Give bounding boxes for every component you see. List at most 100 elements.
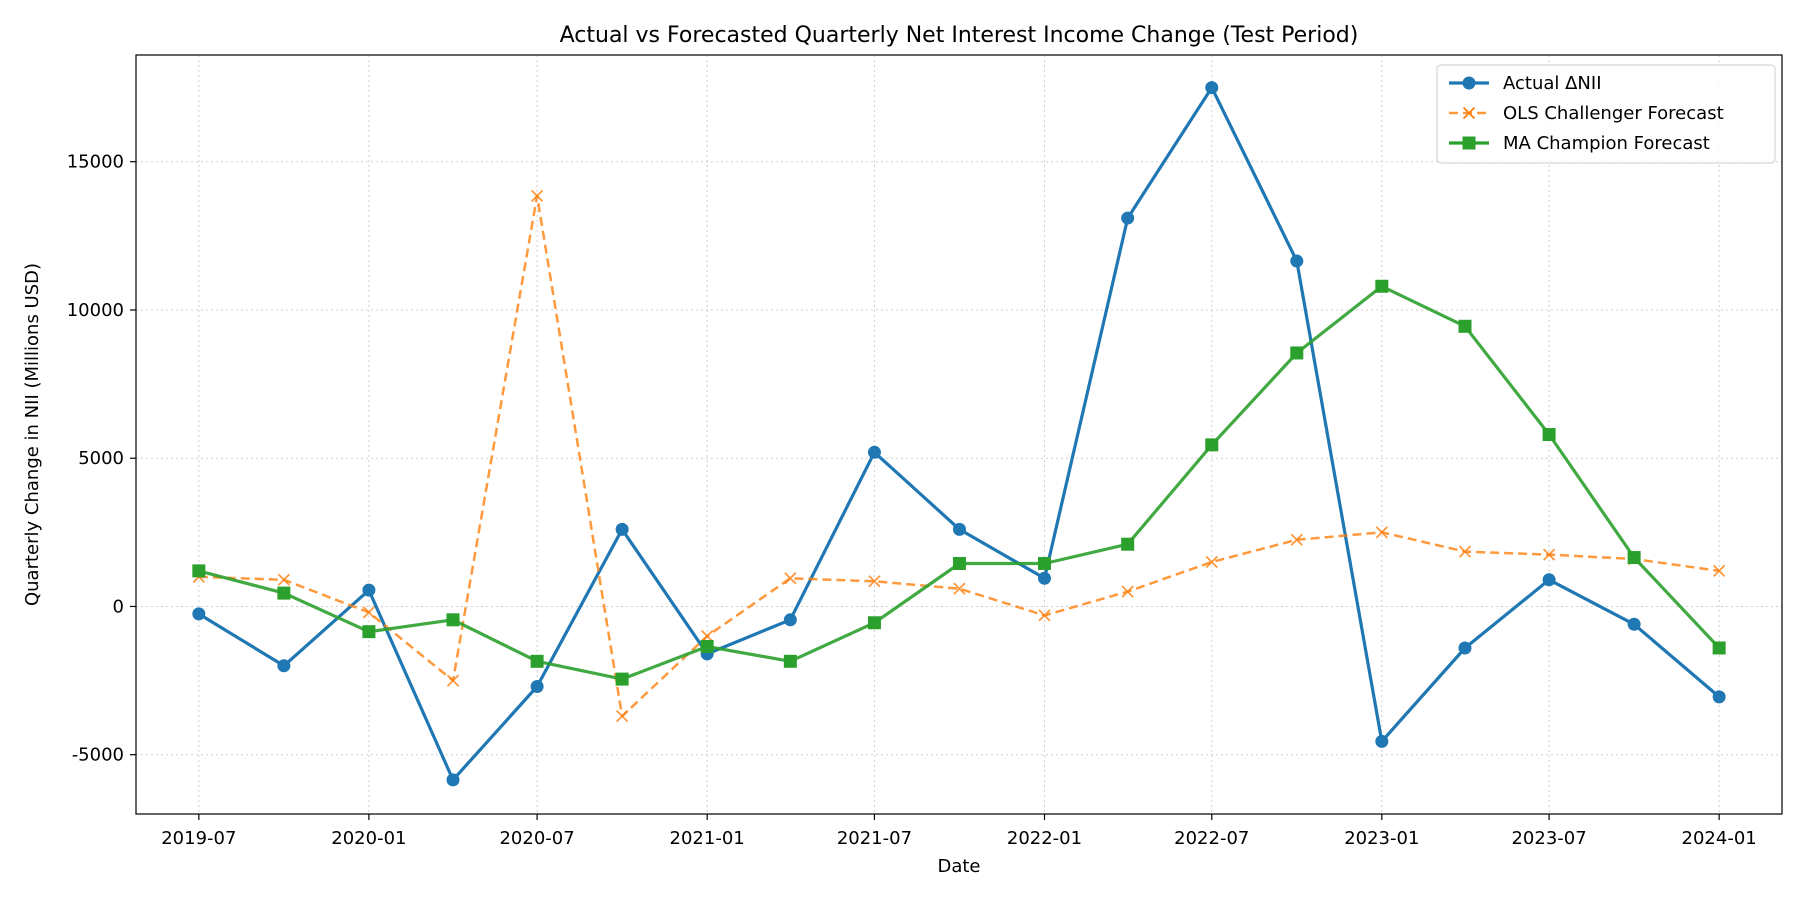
data-point [192, 607, 206, 621]
data-point [1375, 279, 1389, 293]
marker-stroke [1290, 533, 1303, 546]
data-point [1542, 573, 1556, 587]
data-point [1205, 555, 1218, 569]
x-tick-label: 2020-01 [331, 828, 406, 849]
series-line [198, 284, 1721, 681]
y-tick-label: 5000 [78, 448, 124, 469]
data-point [1458, 545, 1472, 558]
data-point [362, 606, 376, 619]
data-point [784, 572, 797, 585]
x-tick-label: 2022-07 [1174, 828, 1249, 849]
data-point [783, 654, 797, 668]
data-point [1462, 76, 1476, 90]
legend-box [1436, 64, 1776, 164]
marker-stroke [446, 674, 460, 687]
data-point [953, 582, 966, 595]
data-point [1458, 319, 1472, 333]
data-point [1627, 551, 1641, 565]
marker-stroke [868, 575, 881, 588]
data-point [868, 575, 881, 588]
series-line [197, 86, 1721, 782]
marker-stroke [1542, 548, 1556, 561]
data-point [1542, 428, 1556, 441]
data-point [277, 586, 291, 600]
marker-stroke [615, 710, 629, 723]
data-point [1462, 106, 1476, 120]
plot-frame [135, 54, 1783, 815]
marker-stroke [953, 582, 966, 595]
data-point [1121, 211, 1135, 225]
data-point [1713, 564, 1726, 578]
x-tick-label: 2019-07 [161, 828, 236, 849]
series-1 [192, 189, 1726, 723]
y-tick-label: 10000 [67, 300, 124, 321]
series-2 [192, 279, 1726, 686]
data-point [1462, 136, 1476, 150]
data-point [277, 573, 291, 586]
x-tick-label: 2020-07 [499, 828, 574, 849]
data-point [615, 672, 629, 686]
marker-stroke [1462, 106, 1476, 120]
marker-stroke [701, 629, 714, 643]
marker-stroke [277, 573, 291, 586]
grid [136, 55, 1782, 814]
legend-label: OLS Challenger Forecast [1503, 103, 1724, 124]
marker-stroke [1713, 564, 1726, 578]
series-0 [192, 81, 1726, 787]
data-point [1037, 556, 1051, 570]
marker-stroke [1375, 526, 1388, 539]
data-point [362, 625, 376, 639]
data-point [192, 564, 206, 578]
data-point [615, 710, 629, 723]
data-point [1038, 609, 1051, 622]
x-tick-label: 2023-01 [1344, 828, 1419, 849]
chart-title: Actual vs Forecasted Quarterly Net Inter… [560, 23, 1359, 48]
data-point [446, 773, 460, 787]
data-point [446, 613, 460, 627]
data-point [1542, 548, 1556, 561]
marker-stroke [362, 606, 376, 619]
data-point [1037, 571, 1051, 585]
data-point [1712, 690, 1726, 704]
legend: Actual ΔNII OLS Challenger Forecast MA Cha… [1436, 64, 1776, 164]
data-point [530, 680, 544, 694]
marker-stroke [530, 189, 544, 202]
x-tick-label: 2021-07 [837, 828, 912, 849]
y-tick-label: 15000 [67, 152, 124, 173]
y-tick-label: -5000 [72, 745, 124, 766]
data-point [701, 629, 714, 643]
data-point [952, 556, 966, 570]
marker-stroke [1038, 609, 1051, 622]
data-point [1375, 734, 1389, 748]
marker-stroke [1121, 585, 1134, 598]
x-tick-label: 2023-07 [1511, 828, 1586, 849]
series-line [198, 194, 1720, 718]
data-point [1375, 526, 1388, 539]
data-point [1290, 254, 1304, 268]
data-point [1627, 617, 1641, 631]
series-group [192, 81, 1726, 787]
x-axis-label: Date [937, 856, 980, 877]
data-point [615, 522, 629, 536]
data-point [1205, 81, 1219, 95]
legend-label: MA Champion Forecast [1503, 133, 1710, 154]
data-point [1290, 533, 1303, 546]
data-point [1712, 641, 1726, 655]
data-point [446, 674, 460, 687]
legend-label: Actual ΔNII [1503, 73, 1602, 94]
x-tick-label: 2024-01 [1682, 828, 1757, 849]
axes: 2019-07 2020-01 2020-07 2021-01 2021-07 2022-… [67, 152, 1757, 849]
data-point [277, 659, 291, 673]
data-point [783, 613, 797, 627]
data-point [530, 654, 544, 668]
data-point [867, 445, 881, 459]
data-point [1205, 438, 1219, 452]
x-tick-label: 2021-01 [670, 828, 745, 849]
data-point [1290, 346, 1304, 360]
data-point [700, 639, 714, 653]
marker-stroke [1458, 545, 1472, 558]
data-point [952, 522, 966, 536]
x-tick-label: 2022-01 [1007, 828, 1082, 849]
data-point [1458, 641, 1472, 655]
